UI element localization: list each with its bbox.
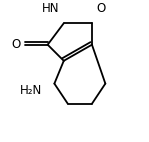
Text: O: O [96,2,105,15]
Text: O: O [12,38,21,51]
Text: HN: HN [42,2,60,15]
Text: H₂N: H₂N [20,84,42,97]
